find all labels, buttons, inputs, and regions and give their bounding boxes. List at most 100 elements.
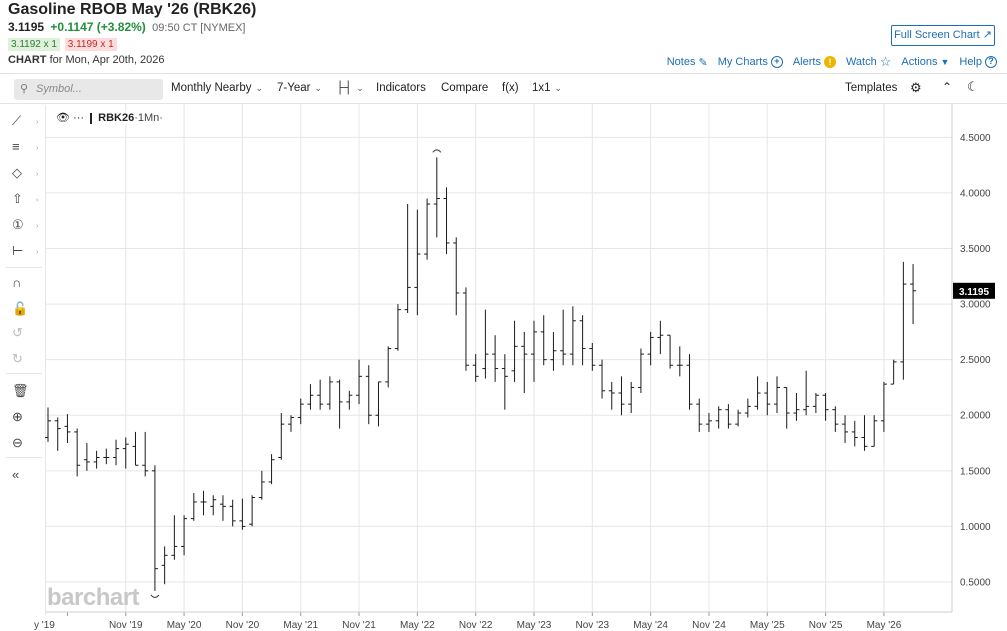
x-tick-label: Nov '25 xyxy=(809,620,843,631)
bar-type-dropdown[interactable]: ├┤ ⌄ xyxy=(336,82,364,94)
notes-link[interactable]: Notes ✎ xyxy=(667,56,708,69)
x-tick-label: May '21 xyxy=(283,620,318,631)
y-tick-label: 4.0000 xyxy=(960,188,991,199)
undo-icon[interactable]: ↺ xyxy=(12,325,23,340)
legend-divider xyxy=(90,112,93,124)
high-marker xyxy=(432,149,442,153)
barchart-watermark: barchart xyxy=(47,584,140,611)
templates-button[interactable]: Templates xyxy=(845,82,898,94)
caret-down-icon: ▼ xyxy=(940,57,950,67)
last-price-marker xyxy=(953,282,995,299)
x-tick-label: May '23 xyxy=(517,620,552,631)
compare-button[interactable]: Compare xyxy=(441,82,489,94)
symbol-search-input[interactable]: ⚲ Symbol... xyxy=(14,79,163,100)
x-tick-label: y '19 xyxy=(34,620,55,631)
layout-dropdown[interactable]: 1x1 ⌄ xyxy=(532,82,562,94)
collapse-icon[interactable]: ⌃ xyxy=(942,80,953,94)
dark-mode-icon[interactable]: ☾ xyxy=(967,79,979,94)
drawing-tools: ⟋ › ≡ › ◇ › ⇧ › ① › ⊢ › ∩ 🔓 ↺ ↻ 🗑 ⊕ ⊖ « xyxy=(0,105,46,615)
notes-label: Notes xyxy=(666,56,696,68)
x-tick-label: May '26 xyxy=(867,620,902,631)
y-tick-label: 1.0000 xyxy=(960,522,991,533)
legend-interval: ·1Mn· xyxy=(134,112,163,124)
chart-label: CHART xyxy=(8,54,47,66)
full-screen-label: Full Screen Chart xyxy=(894,29,980,41)
last-price: 3.1195 xyxy=(8,20,45,34)
function-button[interactable]: f(x) xyxy=(502,82,519,94)
plot-area xyxy=(46,104,952,612)
y-tick-label: 2.0000 xyxy=(960,411,991,422)
trendline-icon[interactable]: ⟋ › xyxy=(12,113,39,128)
x-tick-label: May '22 xyxy=(400,620,435,631)
lock-icon[interactable]: 🔓 xyxy=(12,301,29,316)
alerts-label: Alerts xyxy=(792,56,821,68)
y-tick-label: 1.5000 xyxy=(960,466,991,477)
fibonacci-icon[interactable]: ≡ › xyxy=(12,139,39,154)
x-tick-label: May '25 xyxy=(750,620,785,631)
trash-icon[interactable]: 🗑 xyxy=(12,383,29,398)
collapse-tools-icon[interactable]: « xyxy=(12,467,20,482)
chart-legend: 👁 ··· RBK26·1Mn· xyxy=(56,111,163,124)
y-tick-label: 2.5000 xyxy=(960,355,991,366)
help-link[interactable]: Help? xyxy=(959,56,997,68)
help-label: Help xyxy=(959,56,982,68)
nearby-label: Monthly Nearby xyxy=(171,82,252,94)
nearby-dropdown[interactable]: Monthly Nearby ⌄ xyxy=(171,82,263,94)
quote-line: 3.1195 +0.1147 (+3.82%) 09:50 CT [NYMEX] xyxy=(8,20,246,34)
my-charts-label: My Charts xyxy=(717,56,768,68)
full-screen-chart-button[interactable]: Full Screen Chart ↗ xyxy=(891,25,995,46)
legend-symbol: RBK26 xyxy=(98,112,135,124)
actions-menu[interactable]: Actions ▼ xyxy=(901,56,949,68)
search-icon: ⚲ xyxy=(20,83,29,95)
zoom-out-icon[interactable]: ⊖ xyxy=(12,435,23,450)
x-tick-label: Nov '22 xyxy=(459,620,493,631)
annotation-icon[interactable]: ① › xyxy=(12,217,39,232)
settings-icon[interactable]: ⚙ xyxy=(910,80,922,95)
layout-label: 1x1 xyxy=(532,82,551,94)
quote-time: 09:50 CT [NYMEX] xyxy=(152,22,246,34)
redo-icon[interactable]: ↻ xyxy=(12,351,23,366)
watch-label: Watch xyxy=(845,56,877,68)
x-tick-label: Nov '20 xyxy=(226,620,260,631)
range-label: 7-Year xyxy=(277,82,311,94)
divider xyxy=(6,457,42,458)
symbol-placeholder: Symbol... xyxy=(36,83,82,95)
edit-icon: ✎ xyxy=(698,56,708,69)
more-icon[interactable]: ··· xyxy=(73,112,85,124)
chevron-down-icon: ⌄ xyxy=(314,83,323,93)
range-dropdown[interactable]: 7-Year ⌄ xyxy=(277,82,322,94)
x-tick-label: May '20 xyxy=(167,620,202,631)
watch-link[interactable]: Watch ☆ xyxy=(846,54,891,70)
measure-icon[interactable]: ⊢ › xyxy=(12,243,39,258)
expand-icon: ↗ xyxy=(982,29,992,41)
zoom-in-icon[interactable]: ⊕ xyxy=(12,409,23,424)
x-tick-label: Nov '19 xyxy=(109,620,143,631)
chart-date-text: for Mon, Apr 20th, 2026 xyxy=(49,54,165,66)
chart-date: CHART for Mon, Apr 20th, 2026 xyxy=(8,54,165,66)
x-tick-label: Nov '24 xyxy=(692,620,726,631)
divider xyxy=(6,267,42,268)
divider xyxy=(6,373,42,374)
my-charts-link[interactable]: My Charts + xyxy=(718,56,783,68)
y-tick-label: 3.5000 xyxy=(960,244,991,255)
chevron-down-icon: ⌄ xyxy=(255,83,264,93)
y-tick-label: 0.5000 xyxy=(960,577,991,588)
indicators-button[interactable]: Indicators xyxy=(376,82,426,94)
page-title: Gasoline RBOB May '26 (RBK26) xyxy=(8,1,257,18)
x-tick-label: Nov '21 xyxy=(342,620,376,631)
chart-toolbar: ⚲ Symbol... Monthly Nearby ⌄ 7-Year ⌄ ├┤ ⌄ … xyxy=(0,73,1007,104)
plus-circle-icon: + xyxy=(770,56,783,68)
y-tick-label: 3.0000 xyxy=(960,300,991,311)
eye-icon[interactable]: 👁 xyxy=(56,112,70,124)
arrow-up-icon[interactable]: ⇧ › xyxy=(12,191,39,206)
low-marker xyxy=(150,594,160,598)
shapes-icon[interactable]: ◇ › xyxy=(12,165,39,180)
last-price-label: 3.1195 xyxy=(959,287,989,298)
alerts-link[interactable]: Alerts! xyxy=(793,56,836,68)
star-icon: ☆ xyxy=(879,54,892,69)
magnet-icon[interactable]: ∩ xyxy=(12,275,22,290)
ohlc-icon: ├┤ xyxy=(336,82,353,94)
y-tick-label: 4.5000 xyxy=(960,133,991,144)
chevron-down-icon: ⌄ xyxy=(356,83,364,93)
